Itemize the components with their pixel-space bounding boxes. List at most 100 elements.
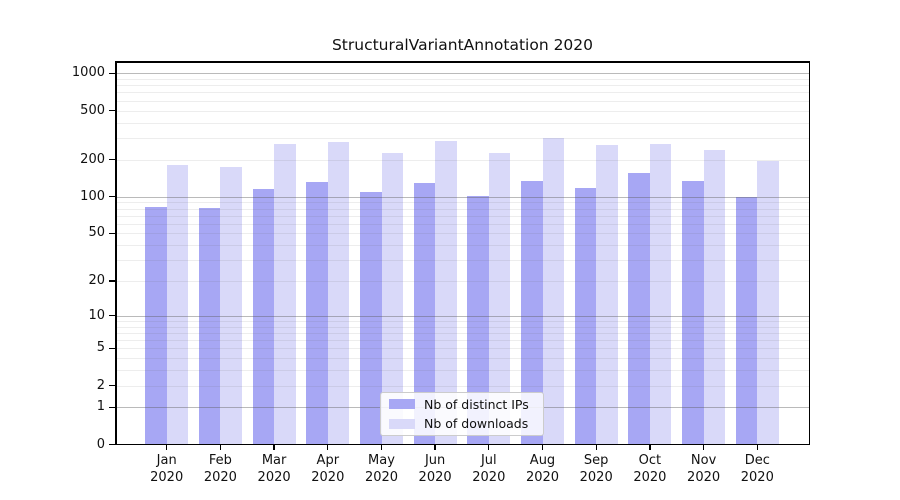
x-tick-label-apr: Apr 2020 (311, 453, 345, 485)
y-tick-label: 0 (96, 436, 105, 452)
y-tick-mark (109, 315, 115, 317)
bar-ips-nov (682, 181, 704, 445)
bar-downloads-apr (327, 141, 350, 445)
y-tick-label: 100 (80, 188, 105, 204)
x-tick-label-nov: Nov 2020 (687, 453, 721, 485)
chart-title: StructuralVariantAnnotation 2020 (331, 36, 594, 54)
bar-downloads-jan (166, 164, 189, 445)
bar-downloads-dec (757, 161, 779, 445)
x-tick-label-jan: Jan 2020 (150, 453, 184, 485)
bar-downloads-oct (649, 143, 672, 445)
bar-downloads-jul (488, 153, 511, 445)
bar-ips-aug (521, 180, 543, 445)
bar-downloads-feb (220, 167, 242, 445)
gridline-minor (115, 233, 810, 235)
x-tick-mark (219, 445, 222, 450)
gridline-major (115, 315, 810, 317)
bar-downloads-jun (435, 141, 457, 445)
legend-row-1: Nb of downloads (389, 416, 535, 433)
y-tick-mark (109, 444, 115, 446)
bar-ips-oct (628, 172, 650, 445)
y-tick-label: 2 (96, 377, 105, 393)
bar-ips-apr (306, 182, 328, 445)
y-tick-label: 50 (88, 225, 105, 241)
gridline-minor (115, 385, 810, 387)
y-tick-label: 10 (88, 307, 105, 323)
gridline-minor (115, 370, 810, 372)
y-tick-mark (109, 195, 115, 198)
y-tick-label: 200 (80, 151, 105, 167)
gridline-minor (115, 332, 810, 334)
gridline-minor (115, 137, 810, 139)
y-tick-label: 1 (96, 399, 105, 415)
bar-downloads-may (381, 153, 403, 445)
y-tick-mark (109, 72, 115, 74)
gridline-minor (115, 326, 810, 328)
x-tick-label-feb: Feb 2020 (203, 453, 237, 485)
x-tick-label-mar: Mar 2020 (257, 453, 291, 485)
y-tick-mark (109, 406, 115, 409)
x-tick-mark (273, 445, 275, 450)
x-tick-mark (434, 445, 436, 450)
bar-downloads-aug (542, 138, 564, 445)
axis-spine-right (808, 61, 810, 445)
x-tick-mark (166, 445, 168, 450)
legend-swatch-1 (389, 418, 415, 429)
y-tick-mark (109, 347, 115, 350)
bar-ips-jun (413, 182, 436, 445)
x-tick-mark (595, 445, 597, 450)
gridline-minor (115, 245, 810, 247)
x-tick-mark (327, 445, 329, 450)
x-tick-mark (649, 445, 651, 450)
bar-ips-may (360, 191, 382, 445)
x-tick-label-may: May 2020 (364, 453, 399, 485)
gridline-major (115, 73, 810, 75)
x-tick-mark (541, 445, 544, 450)
gridline-minor (115, 281, 810, 282)
x-tick-mark (488, 445, 490, 450)
y-tick-label: 5 (96, 340, 105, 356)
gridline-minor (115, 348, 810, 350)
axis-spine-top (115, 61, 810, 63)
gridline-minor (115, 159, 810, 161)
x-tick-label-dec: Dec 2020 (740, 453, 774, 485)
gridline-minor (115, 223, 810, 225)
bar-downloads-mar (274, 144, 296, 445)
bar-ips-sep (574, 187, 597, 445)
bar-ips-dec (735, 196, 758, 445)
gridline-minor (115, 260, 810, 262)
bar-downloads-nov (703, 149, 726, 445)
x-tick-mark (756, 445, 758, 450)
gridline-minor (115, 202, 810, 204)
y-tick-mark (109, 109, 115, 112)
gridline-minor (115, 340, 810, 342)
gridline-major (115, 196, 810, 198)
gridline-minor (115, 78, 810, 80)
legend-swatch-0 (389, 399, 415, 410)
legend-label-1: Nb of downloads (424, 416, 529, 432)
gridline-minor (115, 215, 810, 217)
legend-row-0: Nb of distinct IPs (389, 396, 535, 413)
axis-spine-bottom (115, 443, 810, 445)
x-tick-label-jul: Jul 2020 (472, 453, 506, 485)
axis-spine-left (115, 61, 117, 445)
gridline-minor (115, 208, 810, 210)
x-tick-label-jun: Jun 2020 (418, 453, 452, 485)
gridline-minor (115, 320, 810, 322)
gridline-minor (115, 100, 810, 102)
y-tick-label: 20 (88, 273, 105, 288)
y-tick-mark (109, 280, 115, 282)
y-tick-mark (109, 158, 115, 161)
y-tick-mark (109, 232, 115, 234)
y-tick-label: 500 (80, 102, 105, 118)
x-tick-label-oct: Oct 2020 (633, 453, 667, 485)
y-tick-label: 1000 (71, 65, 105, 81)
x-tick-label-aug: Aug 2020 (525, 453, 560, 485)
gridline-minor (115, 85, 810, 87)
gridline-minor (115, 92, 810, 94)
gridline-minor (115, 122, 810, 124)
legend: Nb of distinct IPs Nb of downloads (380, 392, 544, 436)
plot-area: Nb of distinct IPs Nb of downloads (115, 61, 810, 445)
bar-ips-jan (145, 206, 167, 445)
